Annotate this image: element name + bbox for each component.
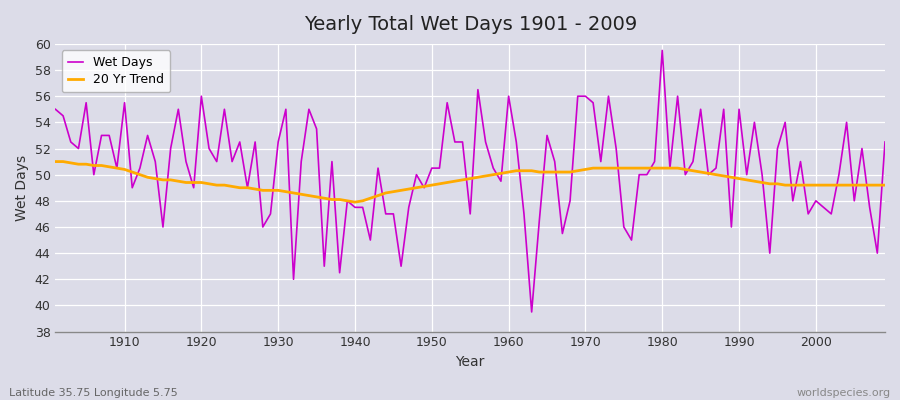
Wet Days bbox=[603, 94, 614, 98]
Wet Days bbox=[496, 179, 507, 184]
Wet Days bbox=[526, 310, 537, 314]
Text: Latitude 35.75 Longitude 5.75: Latitude 35.75 Longitude 5.75 bbox=[9, 388, 178, 398]
Line: Wet Days: Wet Days bbox=[56, 50, 885, 312]
20 Yr Trend bbox=[511, 168, 522, 173]
X-axis label: Year: Year bbox=[455, 355, 485, 369]
20 Yr Trend bbox=[879, 183, 890, 188]
Text: worldspecies.org: worldspecies.org bbox=[796, 388, 891, 398]
20 Yr Trend bbox=[327, 197, 338, 202]
Legend: Wet Days, 20 Yr Trend: Wet Days, 20 Yr Trend bbox=[62, 50, 170, 92]
Wet Days bbox=[50, 107, 61, 112]
Wet Days bbox=[503, 94, 514, 98]
Wet Days bbox=[657, 48, 668, 53]
20 Yr Trend bbox=[50, 159, 61, 164]
20 Yr Trend bbox=[503, 170, 514, 174]
20 Yr Trend bbox=[112, 166, 122, 170]
20 Yr Trend bbox=[281, 189, 292, 194]
Wet Days bbox=[281, 107, 292, 112]
Y-axis label: Wet Days: Wet Days bbox=[15, 155, 29, 221]
Wet Days bbox=[879, 140, 890, 144]
Wet Days bbox=[112, 166, 122, 170]
20 Yr Trend bbox=[349, 200, 360, 204]
Line: 20 Yr Trend: 20 Yr Trend bbox=[56, 162, 885, 202]
20 Yr Trend bbox=[603, 166, 614, 170]
Title: Yearly Total Wet Days 1901 - 2009: Yearly Total Wet Days 1901 - 2009 bbox=[303, 15, 637, 34]
Wet Days bbox=[327, 159, 338, 164]
